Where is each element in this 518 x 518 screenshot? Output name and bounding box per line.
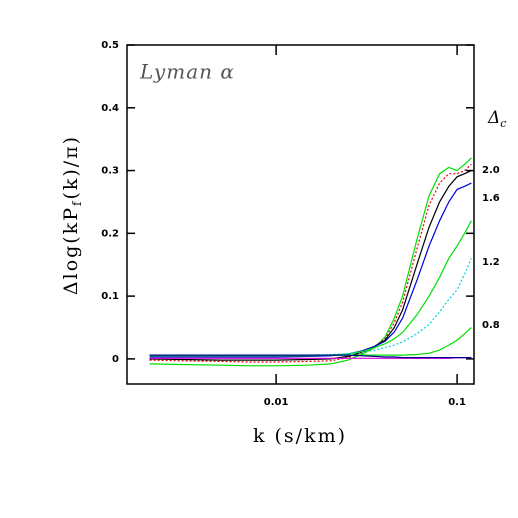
series-line (149, 327, 472, 356)
curve-label: 2.0 (482, 165, 500, 176)
y-tick-label: 0.1 (101, 291, 119, 302)
y-tick-label: 0.5 (101, 40, 119, 51)
y-label-sub: f (70, 200, 84, 206)
series-line (149, 182, 472, 358)
series-line (149, 157, 472, 367)
series-line (149, 354, 472, 359)
chart-title: Lyman α (139, 60, 235, 84)
y-tick-label: 0.3 (101, 166, 119, 177)
y-label-part: Δlog(kP (60, 206, 82, 295)
legend-title: Δc (487, 108, 506, 131)
curve-label: 1.2 (482, 257, 500, 268)
x-tick-label: 0.01 (264, 397, 289, 408)
y-label-part: (k)/π) (60, 135, 82, 200)
series-line (149, 163, 472, 363)
series-line (149, 170, 472, 361)
curve-label: 1.6 (482, 193, 500, 204)
curve-label: 0.8 (482, 320, 500, 331)
plot-frame (126, 44, 475, 385)
legend-title-sub: c (500, 117, 506, 130)
series-line (149, 220, 472, 357)
x-axis-label: k (s/km) (253, 425, 347, 447)
y-axis-label: Δlog(kPf(k)/π) (60, 135, 84, 295)
y-tick-label: 0.4 (101, 103, 119, 114)
y-tick-label: 0.2 (101, 228, 119, 239)
series-line (149, 258, 472, 356)
legend-title-main: Δ (487, 108, 500, 128)
x-tick-label: 0.1 (448, 397, 466, 408)
series-line (149, 357, 472, 359)
y-tick-label: 0 (112, 354, 119, 365)
